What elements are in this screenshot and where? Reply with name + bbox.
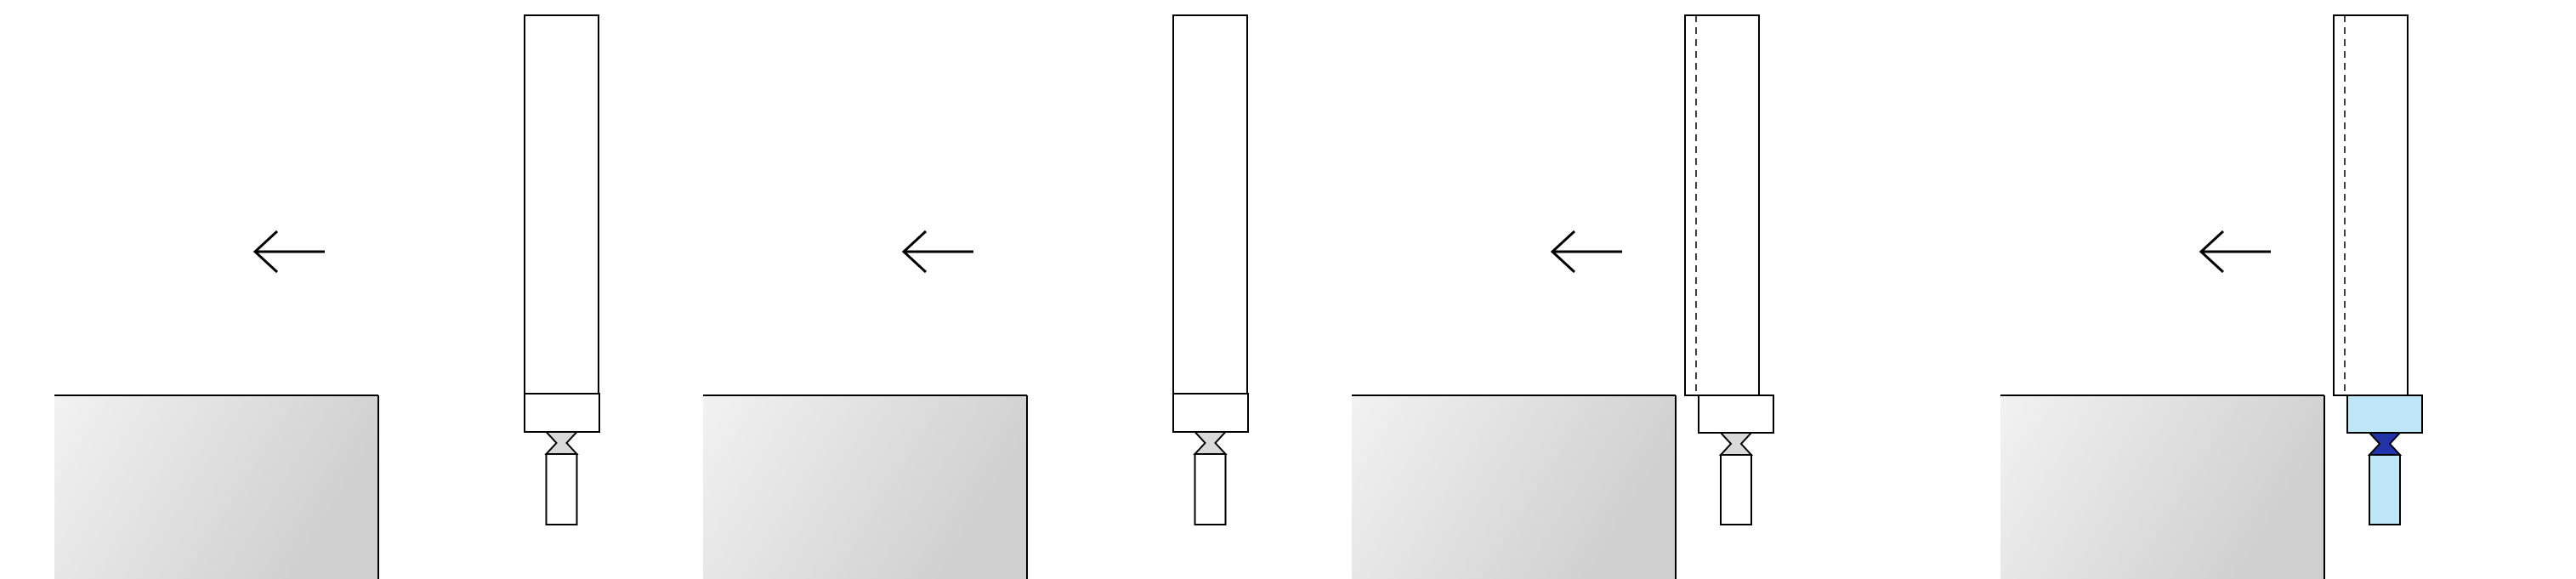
tool-collar bbox=[2346, 395, 2423, 434]
panel-step-3 bbox=[1352, 14, 1774, 579]
tool-neck bbox=[1718, 432, 1754, 456]
tool-collar bbox=[1698, 395, 1774, 434]
tool-collar bbox=[1172, 393, 1249, 433]
tool-holder bbox=[2333, 14, 2409, 396]
tool-collar bbox=[524, 393, 600, 433]
tool-tip bbox=[1194, 453, 1227, 525]
arrow-left-head bbox=[1550, 230, 1576, 274]
arrow-left-head bbox=[252, 230, 279, 274]
tool-tip bbox=[545, 453, 578, 525]
workpiece-block bbox=[2000, 395, 2324, 579]
panel-step-4 bbox=[2000, 14, 2423, 579]
arrow-left-head bbox=[2199, 230, 2225, 274]
tool-tip bbox=[1720, 454, 1752, 525]
tool-holder bbox=[1172, 14, 1248, 395]
arrow-left-head bbox=[901, 230, 928, 274]
workpiece-block bbox=[703, 395, 1027, 579]
tool-neck bbox=[2367, 432, 2403, 456]
workpiece-block bbox=[1352, 395, 1676, 579]
tool-neck bbox=[544, 431, 579, 455]
panel-step-1 bbox=[54, 14, 600, 579]
tool-holder bbox=[1684, 14, 1760, 396]
workpiece-block bbox=[54, 395, 378, 579]
tool-tip bbox=[2369, 454, 2401, 525]
tool-neck bbox=[1193, 431, 1228, 455]
panel-step-2 bbox=[703, 14, 1249, 579]
tool-holder bbox=[524, 14, 599, 395]
